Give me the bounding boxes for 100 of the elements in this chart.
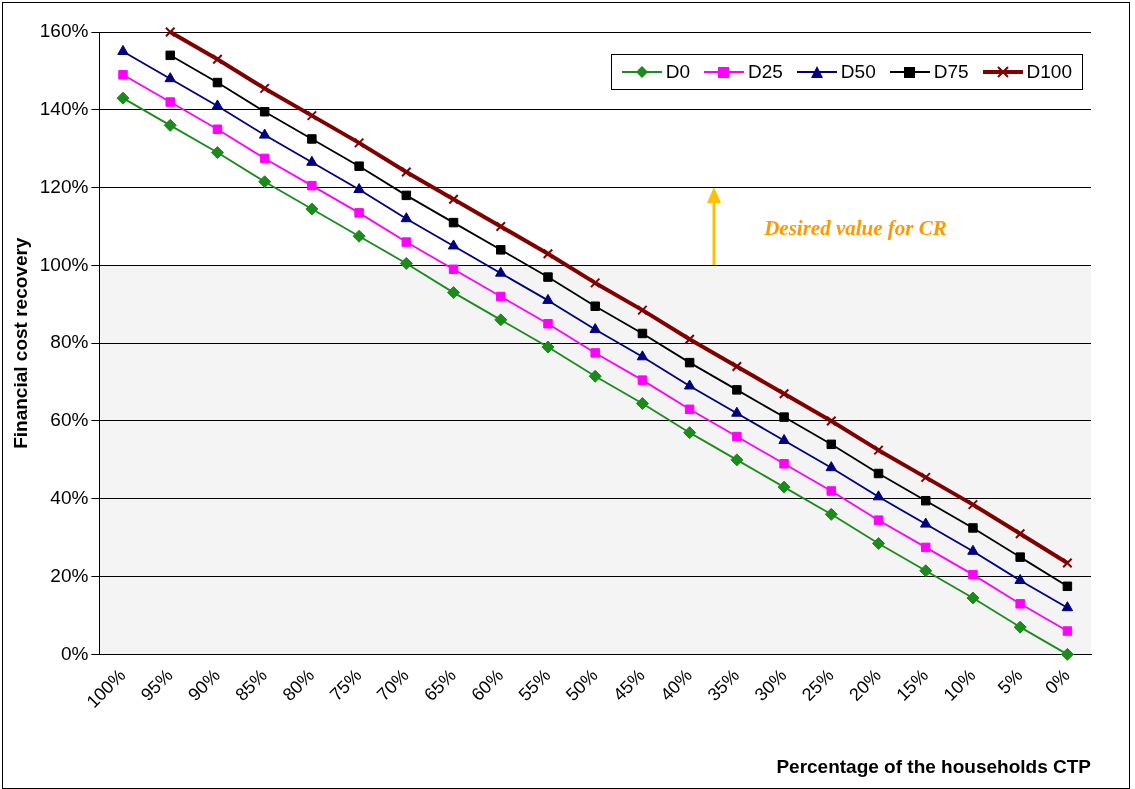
point <box>353 137 365 149</box>
point <box>307 134 317 144</box>
point <box>401 190 412 201</box>
x-tick-label: 70% <box>373 665 413 705</box>
point <box>401 166 412 178</box>
point <box>779 459 789 469</box>
point <box>873 444 884 456</box>
y-tick-label: 140% <box>39 98 89 120</box>
point <box>495 221 506 232</box>
x-tick-label: 5% <box>993 665 1027 698</box>
point <box>683 379 696 390</box>
x-tick-label: 40% <box>656 665 696 705</box>
x-tick-label: 95% <box>136 665 177 705</box>
point <box>778 433 790 444</box>
point <box>211 99 224 110</box>
x-tick-label: 60% <box>467 665 508 705</box>
point <box>732 431 742 442</box>
point <box>259 107 270 117</box>
point <box>826 486 837 496</box>
point <box>212 53 223 65</box>
point <box>496 245 506 255</box>
point <box>352 229 366 243</box>
y-tick-label: 40% <box>50 487 89 509</box>
point <box>212 77 223 88</box>
x-tick-label: 85% <box>231 665 271 705</box>
point <box>448 194 459 205</box>
point <box>872 537 886 551</box>
point <box>1015 552 1025 562</box>
point <box>116 91 130 105</box>
y-tick-label: 60% <box>50 409 89 431</box>
point <box>494 313 508 327</box>
point <box>543 272 553 282</box>
point <box>399 256 413 270</box>
point <box>543 319 553 329</box>
annotation: Desired value for CR <box>763 215 947 240</box>
point <box>966 591 980 605</box>
point <box>305 202 319 216</box>
x-tick-label: 90% <box>184 665 224 705</box>
point <box>1014 528 1026 540</box>
point <box>448 217 459 228</box>
point <box>1062 581 1073 592</box>
point <box>590 301 600 311</box>
point <box>637 328 648 339</box>
point <box>447 286 461 300</box>
point <box>1015 599 1025 609</box>
point <box>258 128 271 139</box>
point <box>684 404 695 415</box>
point <box>968 523 978 533</box>
point <box>354 161 364 171</box>
point <box>400 212 413 223</box>
point <box>164 72 176 83</box>
point <box>589 323 601 334</box>
point <box>684 334 695 345</box>
point <box>589 277 601 289</box>
legend-label: D100 <box>1026 61 1072 83</box>
point <box>968 569 978 580</box>
point <box>1061 601 1074 612</box>
point <box>258 175 272 189</box>
x-tick-label: 45% <box>609 665 649 705</box>
point <box>919 564 933 578</box>
point <box>259 153 270 164</box>
x-tick-label: 75% <box>325 665 366 705</box>
point <box>779 412 789 422</box>
x-tick-label: 0% <box>1041 665 1074 698</box>
point <box>826 439 837 450</box>
point <box>731 361 743 372</box>
point <box>684 357 695 368</box>
point <box>824 507 838 521</box>
point <box>825 461 837 472</box>
point <box>447 239 460 250</box>
point <box>165 50 175 61</box>
point <box>212 124 223 134</box>
y-tick-label: 100% <box>39 253 89 275</box>
point <box>496 291 506 302</box>
point <box>353 183 365 194</box>
point <box>873 468 884 479</box>
point <box>306 110 318 121</box>
point <box>732 385 742 395</box>
point <box>637 375 648 385</box>
point <box>164 26 176 38</box>
point <box>967 544 979 555</box>
y-tick-label: 80% <box>50 331 89 353</box>
point <box>448 264 459 275</box>
point <box>826 415 837 427</box>
point <box>777 480 791 494</box>
point <box>1013 620 1027 634</box>
x-tick-label: 80% <box>278 665 319 705</box>
point <box>354 208 364 218</box>
point <box>401 237 412 247</box>
point <box>635 396 649 410</box>
point <box>1062 626 1073 636</box>
legend-label: D50 <box>840 61 876 83</box>
y-tick-label: 0% <box>60 642 89 664</box>
legend-label: D25 <box>748 61 783 83</box>
point <box>920 542 931 553</box>
point <box>307 180 317 191</box>
point <box>118 70 128 80</box>
point <box>542 248 554 259</box>
point <box>495 266 507 277</box>
point <box>920 472 931 483</box>
